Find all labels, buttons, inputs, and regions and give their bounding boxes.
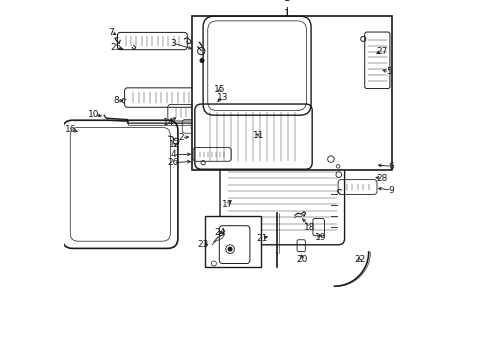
Text: 13: 13 xyxy=(217,93,228,102)
Text: 7: 7 xyxy=(108,28,114,37)
Text: 22: 22 xyxy=(353,256,365,264)
Text: 16: 16 xyxy=(65,125,77,134)
Text: 6: 6 xyxy=(387,162,393,171)
Text: 5: 5 xyxy=(386,68,391,77)
Text: 21: 21 xyxy=(256,234,267,243)
Text: 2: 2 xyxy=(178,133,184,142)
Text: 25: 25 xyxy=(110,43,122,52)
Text: 28: 28 xyxy=(376,174,387,183)
Text: 17: 17 xyxy=(221,200,232,209)
Circle shape xyxy=(228,247,231,251)
Text: 24: 24 xyxy=(214,228,225,237)
Text: 11: 11 xyxy=(253,130,264,139)
Text: 1: 1 xyxy=(283,0,289,3)
Text: 23: 23 xyxy=(197,240,208,248)
Bar xyxy=(192,16,391,170)
Text: 4: 4 xyxy=(170,150,176,159)
Text: 8: 8 xyxy=(113,96,119,105)
Circle shape xyxy=(200,59,203,62)
Text: 3: 3 xyxy=(170,39,176,48)
Text: 18: 18 xyxy=(304,223,315,232)
Text: 19: 19 xyxy=(314,233,326,242)
Text: 20: 20 xyxy=(296,256,307,264)
Text: 26: 26 xyxy=(167,158,179,167)
Text: 14: 14 xyxy=(162,118,174,127)
Text: 10: 10 xyxy=(88,110,100,119)
Text: 1: 1 xyxy=(283,9,289,18)
Text: 12: 12 xyxy=(168,140,180,149)
Text: 15: 15 xyxy=(214,85,225,94)
Text: 27: 27 xyxy=(376,46,387,55)
Text: 9: 9 xyxy=(387,186,393,194)
Bar xyxy=(204,216,260,267)
